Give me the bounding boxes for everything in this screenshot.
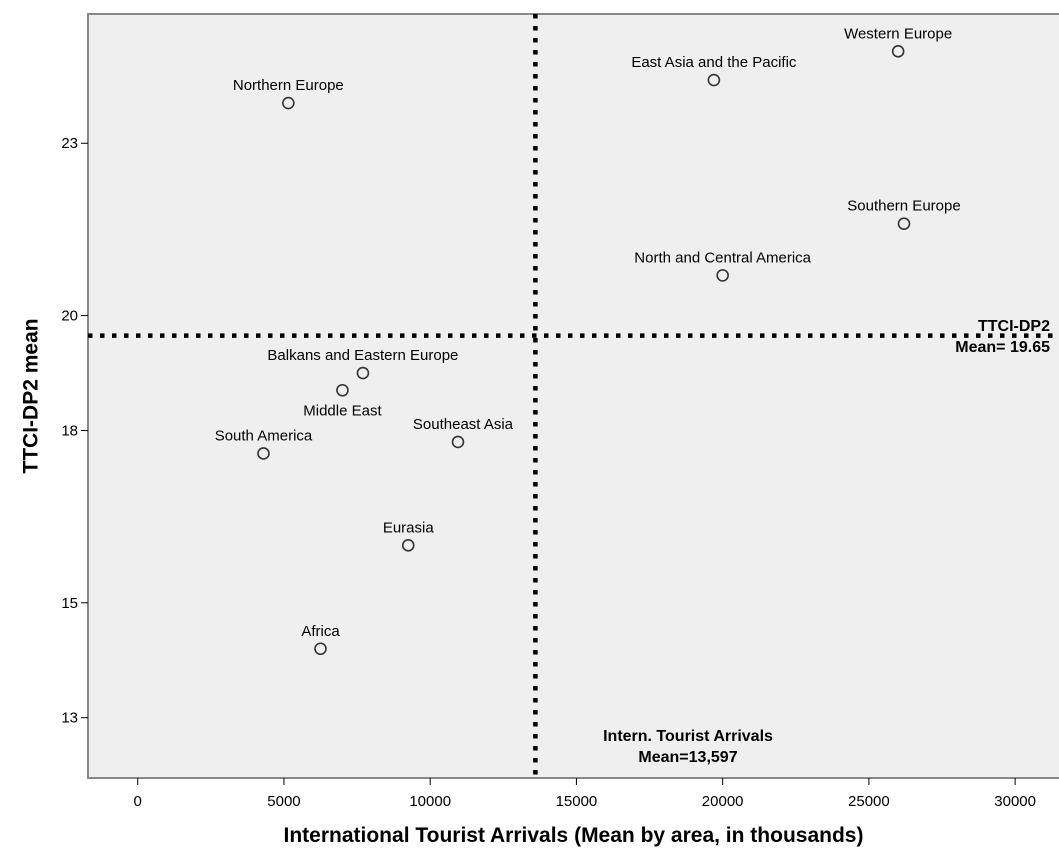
x-tick-label: 30000: [994, 793, 1036, 810]
y-tick-label: 15: [61, 595, 78, 612]
data-point: [707, 73, 721, 87]
data-point-label: Eurasia: [383, 519, 435, 536]
data-point-label: North and Central America: [634, 249, 811, 266]
data-point: [401, 539, 415, 552]
data-point-label: Balkans and Eastern Europe: [267, 347, 458, 364]
data-point-label: Southern Europe: [847, 198, 960, 215]
x-tick-label: 15000: [556, 793, 598, 810]
x-mean-annotation-value: Mean=13,597: [638, 749, 737, 766]
data-point-label: Africa: [301, 623, 340, 640]
data-point: [451, 435, 465, 449]
y-tick-label: 18: [61, 422, 78, 439]
data-point: [891, 45, 905, 58]
y-mean-annotation-value: Mean= 19.65: [955, 339, 1050, 356]
y-tick-label: 13: [61, 710, 78, 727]
data-point-label: Southeast Asia: [413, 416, 514, 433]
x-tick-label: 0: [134, 793, 142, 810]
x-mean-annotation-title: Intern. Tourist Arrivals: [603, 728, 773, 745]
data-point: [336, 383, 349, 397]
data-point-label: Middle East: [303, 402, 382, 419]
data-point: [257, 447, 270, 460]
plot-area: [87, 13, 1059, 779]
data-point-label: Northern Europe: [233, 77, 344, 94]
y-axis-title: TTCI-DP2 mean: [19, 318, 42, 473]
x-axis-title: International Tourist Arrivals (Mean by …: [284, 824, 864, 847]
data-point-label: East Asia and the Pacific: [631, 54, 797, 71]
y-tick-label: 23: [61, 135, 78, 152]
data-point: [314, 642, 327, 656]
y-tick-label: 20: [61, 308, 78, 325]
x-tick-label: 20000: [702, 793, 744, 810]
data-point: [897, 217, 911, 230]
y-mean-annotation-title: TTCI-DP2: [978, 318, 1050, 335]
data-point: [356, 366, 370, 380]
x-tick-label: 5000: [267, 793, 300, 810]
data-point: [282, 96, 295, 110]
x-tick-label: 10000: [409, 793, 451, 810]
data-point-label: Western Europe: [844, 25, 952, 42]
data-point: [716, 269, 729, 282]
x-tick-label: 25000: [848, 793, 890, 810]
data-point-label: South America: [215, 427, 313, 444]
